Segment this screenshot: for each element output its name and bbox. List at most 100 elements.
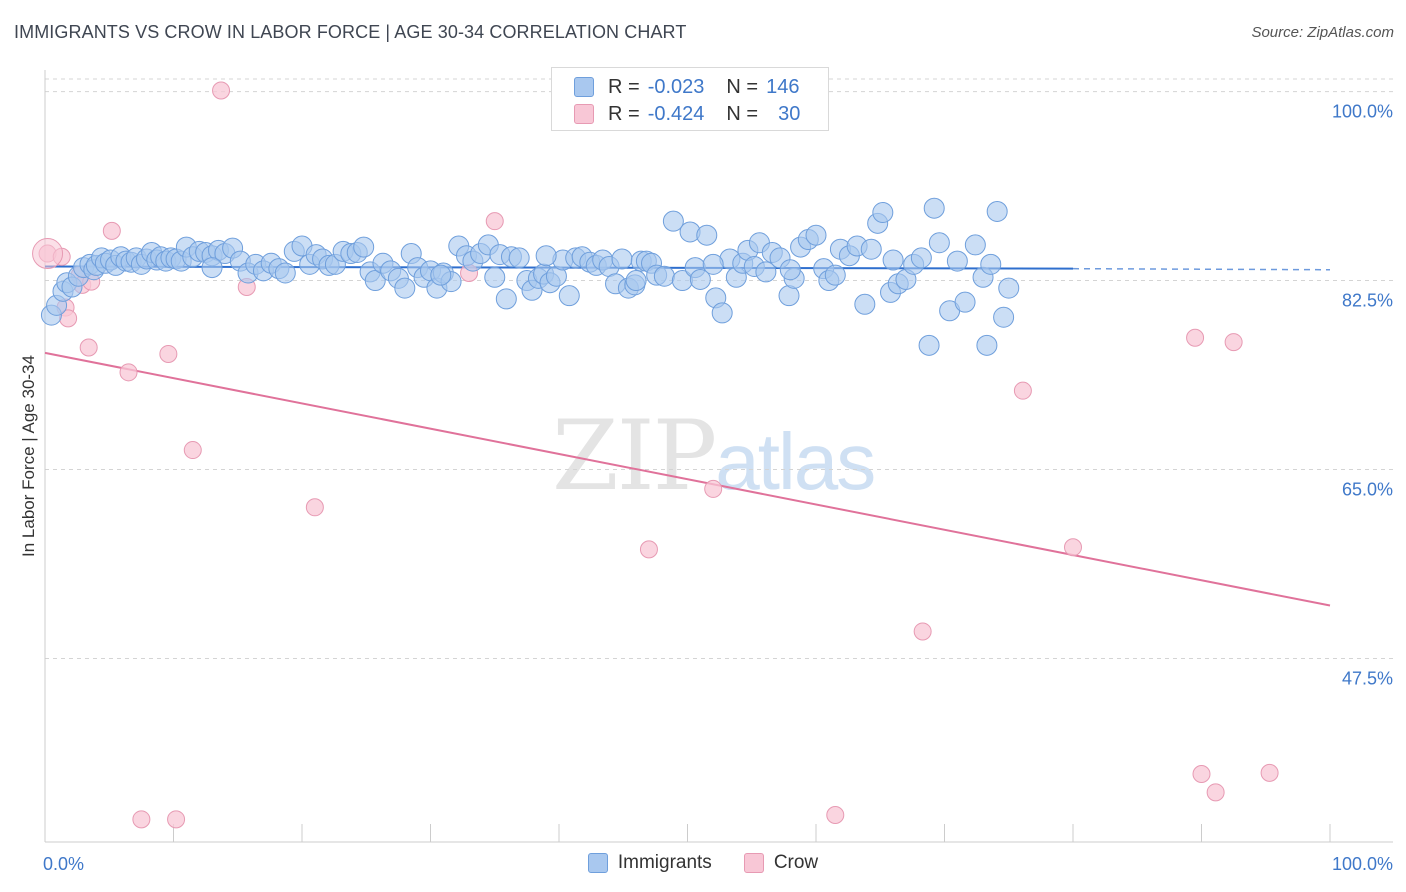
immigrants-point [394, 277, 416, 299]
immigrants-point [824, 264, 846, 286]
immigrants-point [805, 224, 827, 246]
immigrants-swatch-icon [574, 77, 594, 97]
axis-labels: 100.0% 82.5% 65.0% 47.5% 0.0% 100.0% In Labor … [19, 102, 1393, 874]
legend-n-value: 30 [778, 102, 801, 125]
crow-point [305, 498, 324, 517]
stats-legend: R = -0.023 N = 146 R = -0.424 N = 30 [551, 67, 829, 131]
crow-point [167, 810, 186, 829]
y-tick-label: 65.0% [1342, 479, 1393, 499]
watermark-atlas: atlas [715, 417, 876, 506]
watermark-zip: ZIP [552, 400, 717, 512]
legend-row-immigrants: R = -0.023 N = 146 [574, 74, 799, 100]
y-axis-title: In Labor Force | Age 30-34 [19, 355, 38, 557]
crow-point [1013, 381, 1032, 400]
immigrants-point [696, 224, 718, 246]
series-legend: Immigrants Crow [0, 852, 1406, 874]
x-tick-label-min: 0.0% [43, 854, 84, 874]
crow-point [212, 81, 231, 100]
crow-point [639, 540, 658, 559]
y-tick-label: 47.5% [1342, 668, 1393, 688]
immigrants-point [755, 261, 777, 283]
data-points [32, 81, 1279, 829]
immigrants-point [976, 334, 998, 356]
legend-n-label: N = [726, 75, 759, 98]
legend-r-value: -0.023 [647, 75, 705, 98]
immigrants-point [662, 210, 684, 232]
immigrants-trend-extension [1072, 267, 1331, 271]
crow-point [183, 441, 202, 460]
immigrants-point [854, 293, 876, 315]
crow-point [1064, 538, 1082, 557]
x-tick-label-max: 100.0% [1332, 854, 1393, 874]
watermark: ZIPatlas [552, 400, 876, 512]
immigrants-point [986, 200, 1008, 222]
immigrants-point [980, 253, 1002, 275]
immigrants-point [484, 266, 506, 288]
legend-label-immigrants: Immigrants [617, 852, 712, 873]
legend-r-value: -0.424 [647, 102, 705, 125]
crow-point [1186, 328, 1205, 347]
immigrants-point [702, 253, 724, 275]
immigrants-point [910, 247, 932, 269]
crow-trend-line [44, 351, 1331, 607]
crow-point [102, 221, 121, 240]
crow-point [1206, 783, 1225, 802]
y-tick-label: 82.5% [1342, 291, 1393, 311]
immigrants-point [558, 285, 580, 307]
crow-point [704, 479, 723, 498]
immigrants-point [882, 249, 904, 271]
immigrants-swatch-icon [587, 853, 608, 873]
y-tick-label: 100.0% [1332, 102, 1393, 122]
crow-point [913, 622, 932, 641]
immigrants-point [779, 259, 801, 281]
immigrants-point [495, 288, 517, 310]
immigrants-point [993, 306, 1015, 328]
immigrants-point [653, 265, 675, 287]
grid-lines [45, 78, 1393, 659]
immigrants-point [535, 245, 557, 267]
legend-r-label: R = [608, 102, 640, 125]
immigrants-point [954, 291, 976, 313]
chart-title: IMMIGRANTS VS CROW IN LABOR FORCE | AGE … [14, 22, 687, 42]
immigrants-point [923, 197, 945, 219]
immigrants-point [364, 270, 386, 292]
immigrants-point [946, 250, 968, 272]
crow-swatch-icon [743, 853, 764, 873]
crow-point [79, 338, 98, 357]
immigrants-point [998, 277, 1020, 299]
trend-lines [44, 265, 1331, 607]
crow-point [1224, 333, 1243, 352]
crow-point [132, 810, 151, 829]
immigrants-point [711, 302, 733, 324]
crow-point [1192, 764, 1211, 783]
immigrants-point [860, 238, 882, 260]
immigrants-point [872, 202, 894, 224]
legend-n-label: N = [726, 102, 759, 125]
legend-item-crow: Crow [743, 852, 819, 874]
crow-point-large [32, 238, 64, 270]
axes [44, 70, 1393, 843]
source-credit: Source: ZipAtlas.com [1251, 24, 1394, 41]
crow-point [119, 363, 138, 382]
immigrants-point [918, 334, 940, 356]
crow-point [1260, 763, 1279, 782]
legend-label-crow: Crow [773, 852, 819, 873]
immigrants-point [625, 270, 647, 292]
immigrants-point [201, 257, 223, 279]
legend-item-immigrants: Immigrants [587, 852, 712, 874]
legend-r-label: R = [608, 75, 640, 98]
immigrants-point [508, 247, 530, 269]
crow-point [485, 212, 504, 231]
crow-point [826, 806, 845, 825]
crow-swatch-icon [574, 104, 594, 124]
legend-n-value: 146 [766, 75, 800, 98]
immigrants-point [689, 268, 711, 290]
immigrants-point [928, 232, 950, 254]
immigrants-point [611, 248, 633, 270]
immigrants-point [274, 262, 296, 284]
legend-row-crow: R = -0.424 N = 30 [574, 101, 800, 127]
crow-point [159, 344, 178, 363]
immigrants-point [964, 234, 986, 256]
immigrants-point [353, 236, 375, 258]
